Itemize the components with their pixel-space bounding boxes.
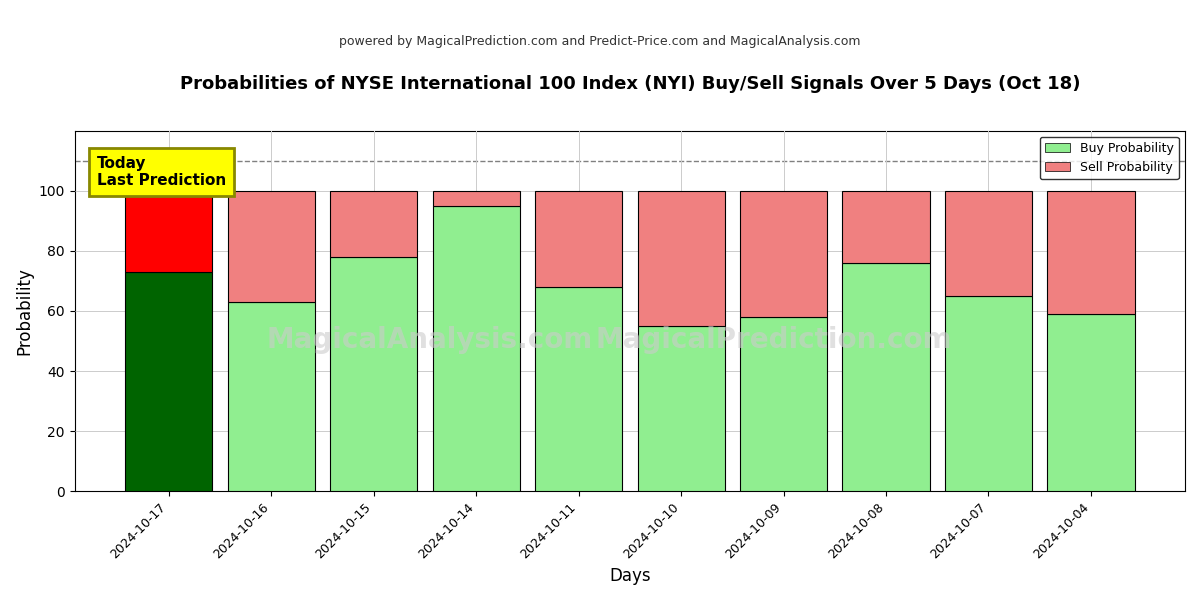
Bar — [637, 326, 725, 491]
Bar — [535, 191, 622, 287]
Bar — [432, 206, 520, 491]
Bar — [125, 272, 212, 491]
Text: MagicalAnalysis.com: MagicalAnalysis.com — [266, 326, 593, 354]
Bar — [1048, 191, 1134, 314]
Bar — [1048, 314, 1134, 491]
Bar — [842, 263, 930, 491]
Text: powered by MagicalPrediction.com and Predict-Price.com and MagicalAnalysis.com: powered by MagicalPrediction.com and Pre… — [340, 35, 860, 48]
Bar — [125, 191, 212, 272]
Bar — [842, 191, 930, 263]
Legend: Buy Probability, Sell Probability: Buy Probability, Sell Probability — [1040, 137, 1178, 179]
Bar — [330, 191, 418, 257]
Bar — [228, 302, 314, 491]
Bar — [330, 257, 418, 491]
Text: Today
Last Prediction: Today Last Prediction — [97, 156, 226, 188]
Y-axis label: Probability: Probability — [16, 267, 34, 355]
Bar — [944, 191, 1032, 296]
Bar — [740, 191, 827, 317]
Title: Probabilities of NYSE International 100 Index (NYI) Buy/Sell Signals Over 5 Days: Probabilities of NYSE International 100 … — [180, 75, 1080, 93]
X-axis label: Days: Days — [610, 567, 650, 585]
Bar — [535, 287, 622, 491]
Bar — [637, 191, 725, 326]
Text: MagicalPrediction.com: MagicalPrediction.com — [596, 326, 953, 354]
Bar — [944, 296, 1032, 491]
Bar — [740, 317, 827, 491]
Bar — [432, 191, 520, 206]
Bar — [228, 191, 314, 302]
